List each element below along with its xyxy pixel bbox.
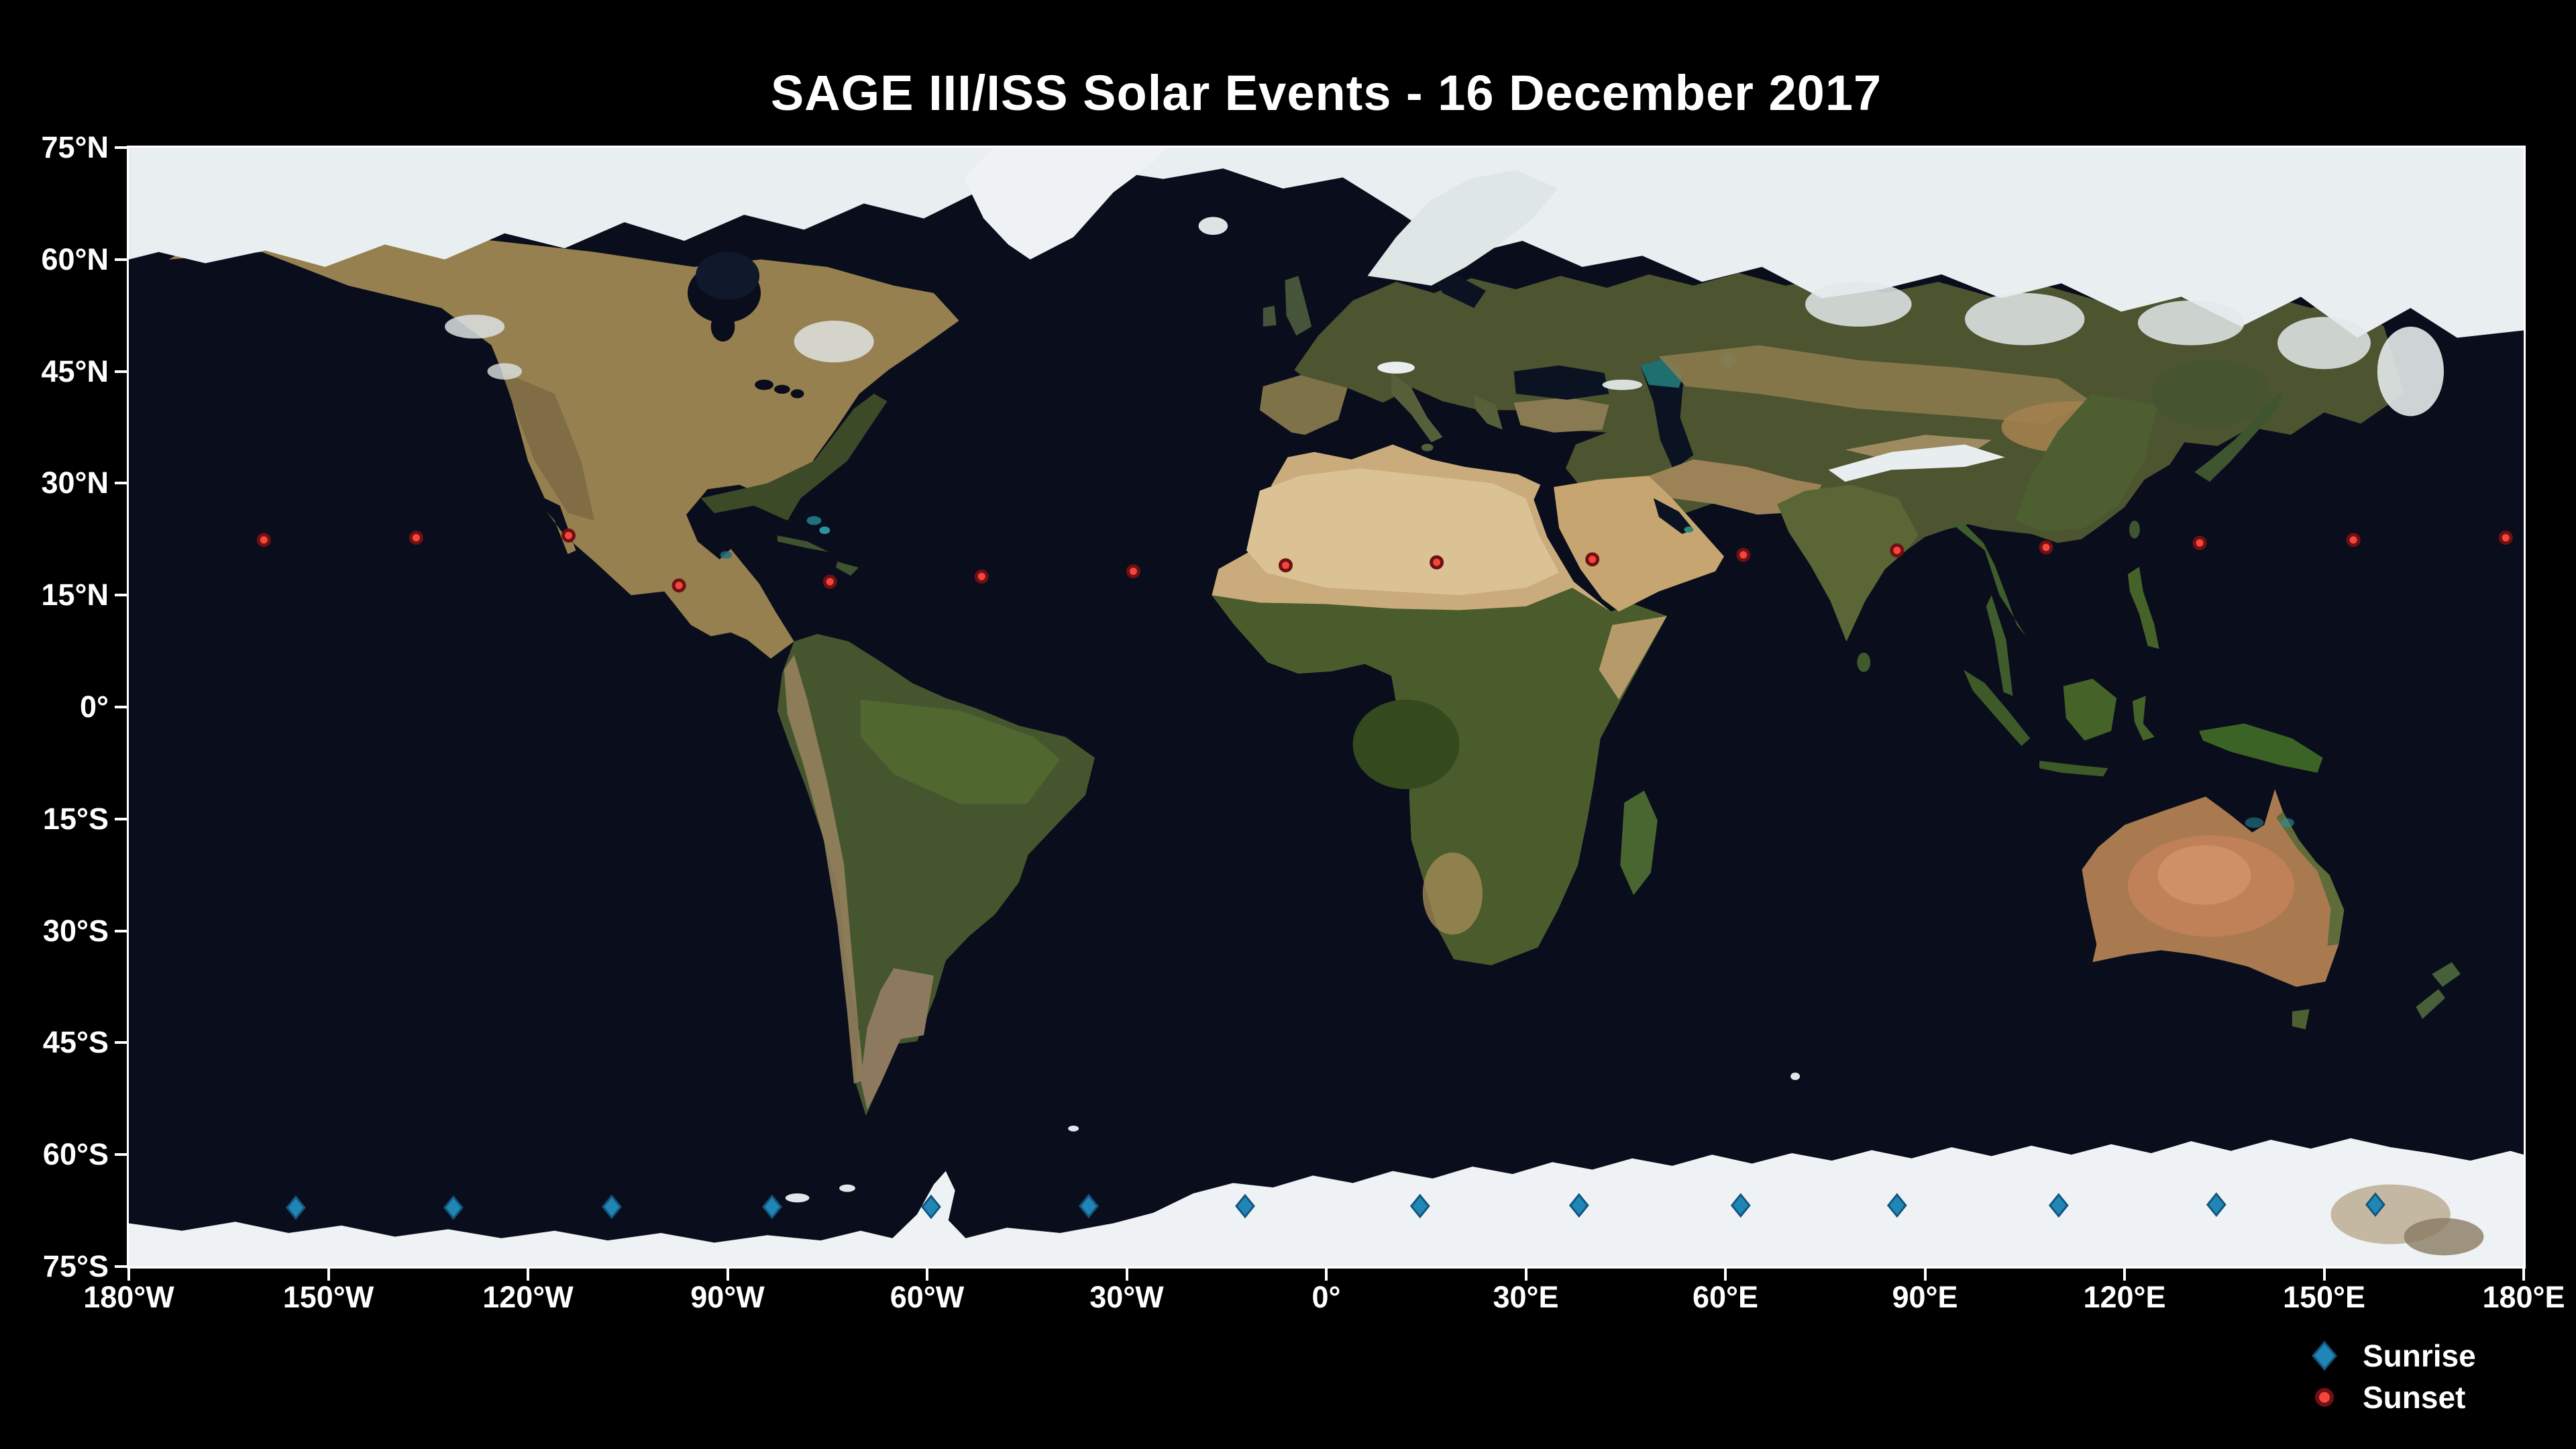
y-tick-mark — [115, 1265, 127, 1268]
y-tick-label: 60°S — [42, 1137, 109, 1172]
x-tick-mark — [926, 1269, 928, 1281]
x-tick-label: 180°W — [83, 1280, 174, 1314]
sunrise-diamond-icon — [2301, 1337, 2348, 1375]
sunrise-point — [1079, 1193, 1099, 1219]
world-map — [129, 148, 2524, 1267]
y-tick-mark — [115, 1153, 127, 1157]
x-tick-mark — [127, 1269, 130, 1281]
sunset-point — [2192, 535, 2207, 550]
x-tick-label: 150°W — [282, 1280, 374, 1314]
sunset-point — [1279, 558, 1293, 573]
x-tick-mark — [2322, 1269, 2326, 1281]
legend: Sunrise Sunset — [2301, 1335, 2569, 1418]
x-tick-label: 150°E — [2282, 1280, 2366, 1314]
x-tick-label: 30°E — [1493, 1280, 1559, 1314]
y-tick-label: 60°N — [41, 241, 109, 276]
sunset-point — [2498, 531, 2513, 545]
y-tick-mark — [115, 146, 127, 149]
x-tick-label: 180°E — [2482, 1280, 2565, 1314]
sunset-point — [1126, 564, 1140, 579]
x-tick-mark — [1125, 1269, 1128, 1281]
x-tick-label: 0° — [1311, 1280, 1341, 1314]
sunrise-point — [1730, 1193, 1751, 1218]
sunset-point — [1890, 543, 1904, 557]
legend-item-sunset: Sunset — [2301, 1377, 2569, 1418]
y-tick-mark — [115, 1041, 127, 1044]
chart-title: SAGE III/ISS Solar Events - 16 December … — [770, 65, 1882, 121]
sunset-point — [974, 569, 989, 584]
data-marker-layer — [256, 528, 2513, 1220]
y-tick-mark — [115, 258, 127, 261]
sunrise-point — [1409, 1193, 1430, 1219]
sunset-dot-icon — [2301, 1379, 2348, 1416]
y-tick-label: 30°S — [42, 913, 109, 948]
sunset-point — [1585, 552, 1600, 567]
x-tick-mark — [1524, 1269, 1527, 1281]
y-tick-label: 30°N — [41, 466, 109, 500]
sunset-point — [256, 533, 271, 547]
sunrise-point — [602, 1194, 622, 1220]
y-tick-label: 45°N — [41, 354, 109, 388]
y-tick-label: 15°N — [41, 578, 109, 612]
y-tick-mark — [115, 594, 127, 597]
sunrise-point — [921, 1194, 941, 1220]
y-tick-label: 45°S — [42, 1025, 109, 1060]
y-tick-mark — [115, 929, 127, 932]
sunrise-point — [2048, 1193, 2069, 1218]
sunrise-point — [1235, 1193, 1255, 1219]
legend-item-sunrise: Sunrise — [2301, 1335, 2569, 1377]
sunrise-point — [2365, 1192, 2385, 1218]
y-tick-label: 75°S — [42, 1249, 109, 1283]
x-tick-label: 120°E — [2083, 1280, 2166, 1314]
sunset-point — [409, 531, 423, 545]
x-tick-mark — [2123, 1269, 2126, 1281]
sunset-point — [1430, 555, 1444, 570]
x-tick-mark — [327, 1269, 330, 1281]
x-tick-label: 60°E — [1692, 1280, 1759, 1314]
y-tick-label: 15°S — [42, 801, 109, 836]
x-tick-mark — [1325, 1269, 1328, 1281]
sunrise-point — [443, 1195, 464, 1220]
y-tick-label: 75°N — [41, 130, 109, 164]
sunset-point — [672, 578, 686, 593]
y-tick-mark — [115, 482, 127, 485]
x-tick-mark — [1923, 1269, 1927, 1281]
y-tick-mark — [115, 706, 127, 708]
x-tick-mark — [527, 1269, 529, 1281]
legend-label-sunrise: Sunrise — [2363, 1338, 2476, 1373]
x-tick-mark — [1724, 1269, 1727, 1281]
sunrise-point — [1886, 1193, 1907, 1218]
x-tick-mark — [2522, 1269, 2525, 1281]
y-tick-mark — [115, 370, 127, 373]
x-tick-label: 120°W — [482, 1280, 574, 1314]
sunrise-point — [285, 1195, 306, 1220]
sunrise-point — [1568, 1193, 1589, 1218]
y-tick-mark — [115, 817, 127, 820]
sunset-point — [2039, 540, 2053, 555]
sunset-point — [822, 574, 837, 589]
x-tick-mark — [726, 1269, 729, 1281]
x-tick-label: 30°W — [1089, 1280, 1164, 1314]
legend-label-sunset: Sunset — [2363, 1380, 2466, 1415]
sunset-point — [561, 528, 576, 543]
sunset-point — [2346, 533, 2361, 547]
sunrise-point — [762, 1194, 782, 1220]
x-tick-label: 90°E — [1892, 1280, 1958, 1314]
y-tick-label: 0° — [79, 690, 109, 724]
x-tick-label: 90°W — [690, 1280, 765, 1314]
sunrise-point — [2206, 1192, 2226, 1218]
x-tick-label: 60°W — [890, 1280, 965, 1314]
plot-area — [127, 146, 2526, 1269]
sunset-point — [1736, 547, 1751, 562]
